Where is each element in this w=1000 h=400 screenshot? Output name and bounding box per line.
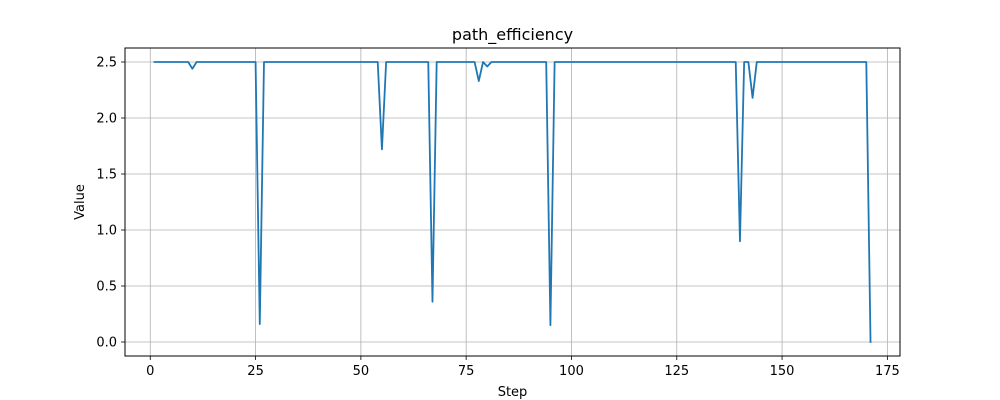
x-tick-label: 50 [353, 364, 370, 379]
chart-title: path_efficiency [452, 25, 573, 45]
y-tick-label: 1.5 [96, 168, 117, 183]
y-tick-label: 0.0 [96, 336, 117, 351]
x-axis-label: Step [498, 385, 528, 400]
ticks-layer: 0 25 50 75 100 125 150 175 0.0 0.5 1.0 1.5 2.0 2.5 [96, 56, 899, 380]
x-tick-label: 150 [770, 364, 795, 379]
y-tick-label: 0.5 [96, 280, 117, 295]
y-tick-label: 2.5 [96, 56, 117, 71]
y-tick-label: 1.0 [96, 224, 117, 239]
x-tick-label: 0 [146, 364, 154, 379]
x-tick-label: 100 [559, 364, 584, 379]
x-tick-label: 125 [664, 364, 689, 379]
x-tick-label: 75 [458, 364, 475, 379]
series-layer [153, 61, 872, 343]
y-tick-label: 2.0 [96, 112, 117, 127]
series-line [153, 61, 872, 343]
x-tick-label: 175 [875, 364, 900, 379]
y-axis-label: Value [73, 184, 88, 220]
x-tick-label: 25 [247, 364, 264, 379]
plot-frame [124, 47, 901, 357]
